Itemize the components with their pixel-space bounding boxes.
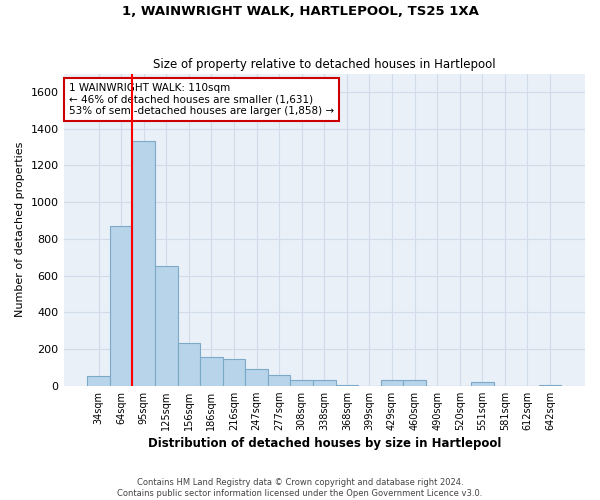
Bar (200, 357, 223, 386)
Bar (471, 382, 494, 386)
Bar (178, 342, 200, 386)
Bar (87, 376, 110, 386)
Text: 1 WAINWRIGHT WALK: 110sqm
← 46% of detached houses are smaller (1,631)
53% of se: 1 WAINWRIGHT WALK: 110sqm ← 46% of detac… (69, 83, 334, 116)
Bar (403, 380, 426, 386)
Bar (290, 380, 313, 386)
X-axis label: Distribution of detached houses by size in Hartlepool: Distribution of detached houses by size … (148, 437, 501, 450)
Text: Contains HM Land Registry data © Crown copyright and database right 2024.
Contai: Contains HM Land Registry data © Crown c… (118, 478, 482, 498)
Bar (335, 385, 358, 386)
Bar (381, 380, 403, 386)
Bar (223, 359, 245, 386)
Title: Size of property relative to detached houses in Hartlepool: Size of property relative to detached ho… (153, 58, 496, 71)
Bar (268, 374, 290, 386)
Bar (133, 142, 155, 386)
Bar (313, 380, 335, 386)
Bar (155, 266, 178, 386)
Bar (539, 385, 561, 386)
Bar (110, 226, 133, 386)
Bar (245, 369, 268, 386)
Y-axis label: Number of detached properties: Number of detached properties (15, 142, 25, 318)
Text: 1, WAINWRIGHT WALK, HARTLEPOOL, TS25 1XA: 1, WAINWRIGHT WALK, HARTLEPOOL, TS25 1XA (122, 5, 478, 18)
